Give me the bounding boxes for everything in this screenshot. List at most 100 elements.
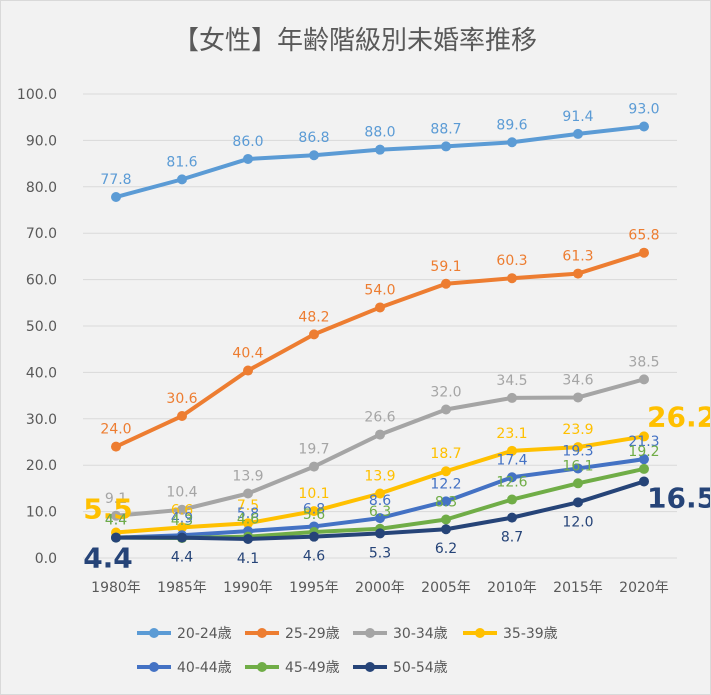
data-label: 18.7 <box>430 446 461 462</box>
data-point <box>441 524 451 535</box>
data-point <box>177 411 187 422</box>
data-point <box>243 518 253 529</box>
data-point <box>573 268 583 279</box>
legend-label: 20-24歳 <box>177 626 232 642</box>
series-lines <box>111 121 649 544</box>
data-label: 4.4 <box>171 550 193 566</box>
data-label: 7.5 <box>237 498 259 514</box>
x-tick-label: 2005年 <box>421 580 471 596</box>
data-label: 4.4 <box>83 542 133 575</box>
legend-label: 30-34歳 <box>393 626 448 642</box>
data-point <box>507 137 517 148</box>
data-point <box>573 478 583 489</box>
y-tick-label: 100.0 <box>17 87 57 103</box>
data-label: 26.2 <box>647 400 710 433</box>
data-point <box>507 512 517 523</box>
y-tick-label: 10.0 <box>26 505 57 521</box>
data-label: 19.2 <box>628 444 659 460</box>
data-label: 10.1 <box>298 486 329 502</box>
data-point <box>507 494 517 505</box>
data-label: 16.1 <box>562 458 593 474</box>
data-point <box>111 510 121 521</box>
x-tick-label: 2015年 <box>553 580 603 596</box>
data-point <box>573 392 583 403</box>
data-label: 19.3 <box>562 443 593 459</box>
y-tick-label: 20.0 <box>26 458 57 474</box>
data-label: 4.6 <box>237 512 259 528</box>
data-point <box>243 153 253 164</box>
data-point <box>639 454 649 465</box>
data-point <box>111 532 121 543</box>
data-point <box>441 141 451 152</box>
data-point <box>177 532 187 543</box>
data-label: 13.9 <box>364 469 395 485</box>
x-tick-label: 2020年 <box>619 580 669 596</box>
data-labels: 77.8 81.6 86.0 86.8 88.0 88.7 89.6 91.4 93.0 24.0… <box>83 101 710 574</box>
data-label: 4.3 <box>171 513 193 529</box>
data-point <box>309 531 319 542</box>
data-point <box>375 429 385 440</box>
y-tick-label: 0.0 <box>35 551 57 567</box>
data-label: 8.6 <box>369 493 391 509</box>
data-label: 59.1 <box>430 259 461 275</box>
data-label: 8.7 <box>501 530 523 546</box>
x-tick-label: 1995年 <box>289 580 339 596</box>
data-label: 6.6 <box>171 502 193 518</box>
legend-marker <box>475 628 485 638</box>
data-label: 61.3 <box>562 249 593 265</box>
data-point <box>639 247 649 258</box>
data-point <box>441 404 451 415</box>
data-label: 38.5 <box>628 354 659 370</box>
x-tick-label: 2000年 <box>355 580 405 596</box>
data-label: 4.4 <box>105 513 127 529</box>
data-label: 34.6 <box>562 372 593 388</box>
data-label: 4.4 <box>105 513 127 529</box>
data-point <box>309 506 319 517</box>
legend-marker <box>365 662 375 672</box>
data-label: 12.6 <box>496 475 527 491</box>
legend-item: 50-54歳 <box>353 660 448 676</box>
legend-item: 40-44歳 <box>137 660 232 676</box>
data-point <box>441 278 451 289</box>
data-label: 4.6 <box>303 549 325 565</box>
series-30-34歳 <box>111 374 649 521</box>
legend-item: 45-49歳 <box>245 660 340 676</box>
data-label: 24.0 <box>100 422 131 438</box>
data-point <box>375 488 385 499</box>
data-label: 48.2 <box>298 309 329 325</box>
data-label: 34.5 <box>496 373 527 389</box>
legend: 20-24歳 25-29歳 30-34歳 35-39歳 40-44歳 45-49歳 50-5… <box>137 626 558 676</box>
legend-item: 35-39歳 <box>463 626 558 642</box>
data-point <box>507 392 517 403</box>
legend-marker <box>149 662 159 672</box>
data-label: 12.2 <box>430 476 461 492</box>
legend-label: 50-54歳 <box>393 660 448 676</box>
x-tick-label: 1990年 <box>223 580 273 596</box>
data-label: 30.6 <box>166 391 197 407</box>
data-label: 81.6 <box>166 154 197 170</box>
legend-marker <box>257 628 267 638</box>
data-label: 93.0 <box>628 101 659 117</box>
legend-label: 40-44歳 <box>177 660 232 676</box>
data-point <box>177 504 187 515</box>
data-point <box>573 463 583 474</box>
data-label: 5.5 <box>83 492 133 525</box>
data-point <box>375 528 385 539</box>
legend-marker <box>149 628 159 638</box>
data-label: 4.1 <box>237 551 259 567</box>
y-tick-label: 60.0 <box>26 273 57 289</box>
x-tick-label: 2010年 <box>487 580 537 596</box>
data-point <box>507 472 517 483</box>
series-25-29歳 <box>111 247 649 452</box>
data-label: 16.5 <box>647 481 710 514</box>
legend-marker <box>257 662 267 672</box>
data-label: 88.0 <box>364 125 395 141</box>
legend-item: 25-29歳 <box>245 626 340 642</box>
data-point <box>441 514 451 525</box>
data-label: 88.7 <box>430 121 461 137</box>
series-50-54歳 <box>111 476 649 544</box>
data-point <box>243 365 253 376</box>
data-label: 86.0 <box>232 134 263 150</box>
